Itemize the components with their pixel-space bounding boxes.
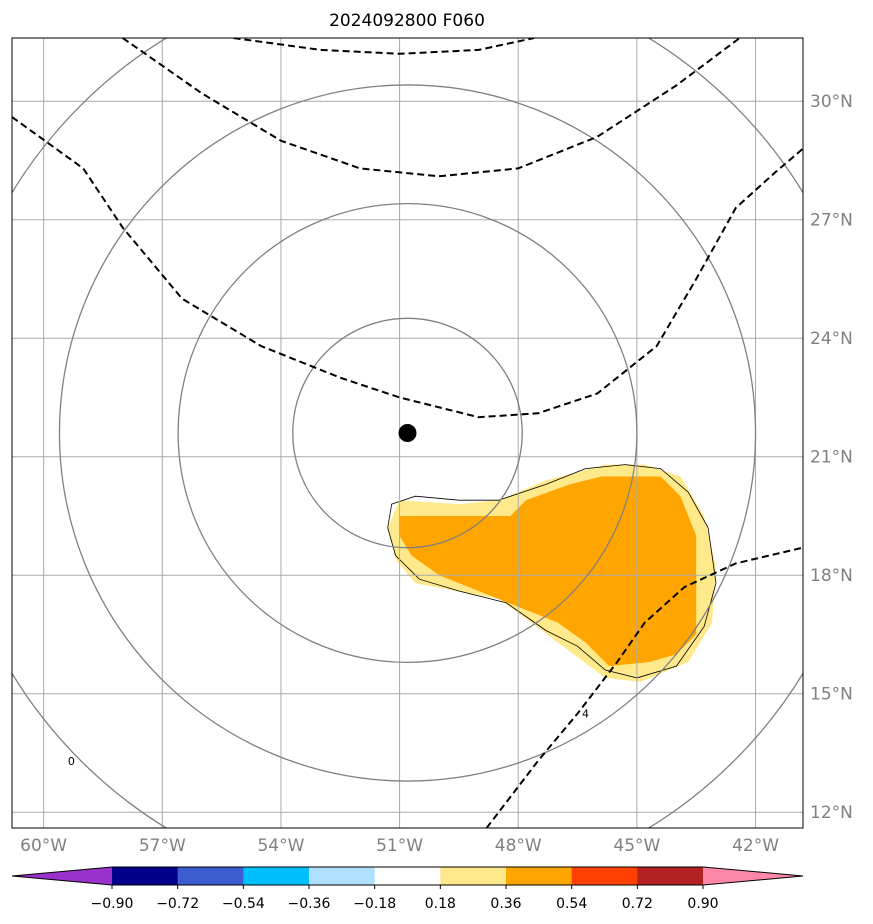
colorbar-segment [506, 867, 573, 885]
colorbar-segment [571, 867, 638, 885]
colorbar-extend-low [12, 867, 112, 885]
colorbar-tick-label: −0.90 [91, 896, 134, 912]
x-tick-labels: 60°W 57°W 54°W 51°W 48°W 45°W 42°W [20, 836, 779, 856]
colorbar-segment [637, 867, 704, 885]
x-tick-label: 51°W [376, 836, 423, 856]
colorbar-tick-label: 0.54 [556, 896, 587, 912]
contour-label: 0 [68, 755, 75, 768]
dashed-contours: 40 [12, 38, 803, 828]
x-tick-label: 42°W [732, 836, 779, 856]
x-tick-label: 57°W [139, 836, 186, 856]
x-tick-label: 60°W [20, 836, 67, 856]
colorbar-segment [177, 867, 244, 885]
range-ring [177, 202, 638, 664]
colorbar-segment [243, 867, 310, 885]
colorbar-extend-high [703, 867, 803, 885]
dashed-contour-line [485, 546, 803, 828]
map-area: 40 [12, 38, 803, 828]
range-ring [58, 84, 757, 782]
colorbar-tick-label: −0.18 [353, 896, 396, 912]
x-tick-label: 45°W [613, 836, 660, 856]
y-tick-label: 30°N [810, 92, 853, 112]
x-tick-label: 54°W [257, 836, 304, 856]
y-tick-labels: 12°N 15°N 18°N 21°N 24°N 27°N 30°N [810, 92, 853, 823]
y-tick-label: 27°N [810, 211, 853, 231]
y-tick-label: 24°N [810, 329, 853, 349]
thin-contour-line [387, 464, 717, 679]
dashed-contour-line [12, 116, 803, 419]
colorbar-segment [440, 867, 507, 885]
colorbar-segment [112, 867, 179, 885]
colorbar-tick-label: 0.90 [687, 896, 718, 912]
colorbar: −0.90 −0.72 −0.54 −0.36 −0.18 0.18 0.36 0.54 0.7… [11, 866, 804, 912]
x-tick-label: 48°W [495, 836, 542, 856]
dashed-contour-line [122, 38, 741, 178]
colorbar-tick-label: −0.36 [288, 896, 331, 912]
colorbar-tick-label: 0.72 [622, 896, 653, 912]
colorbar-tick-label: −0.54 [222, 896, 265, 912]
colorbar-segment [309, 867, 376, 885]
range-rings [12, 38, 803, 828]
chart-title: 2024092800 F060 [329, 11, 485, 31]
shading-layer [387, 464, 717, 682]
y-tick-label: 15°N [810, 685, 853, 705]
colorbar-tick-label: 0.18 [425, 896, 456, 912]
map-frame [11, 37, 804, 829]
contour-label: 4 [582, 707, 589, 720]
range-ring [292, 317, 523, 549]
storm-center-marker [398, 424, 417, 442]
colorbar-segment [374, 867, 441, 885]
colorbar-tick-label: −0.72 [156, 896, 199, 912]
range-ring [12, 38, 803, 828]
y-tick-label: 21°N [810, 448, 853, 468]
center-marker-layer [398, 424, 417, 442]
y-tick-label: 18°N [810, 566, 853, 586]
colorbar-tick-label: 0.36 [490, 896, 521, 912]
y-tick-label: 12°N [810, 803, 853, 823]
shaded-region [399, 476, 697, 667]
dashed-contour-line [233, 38, 535, 55]
